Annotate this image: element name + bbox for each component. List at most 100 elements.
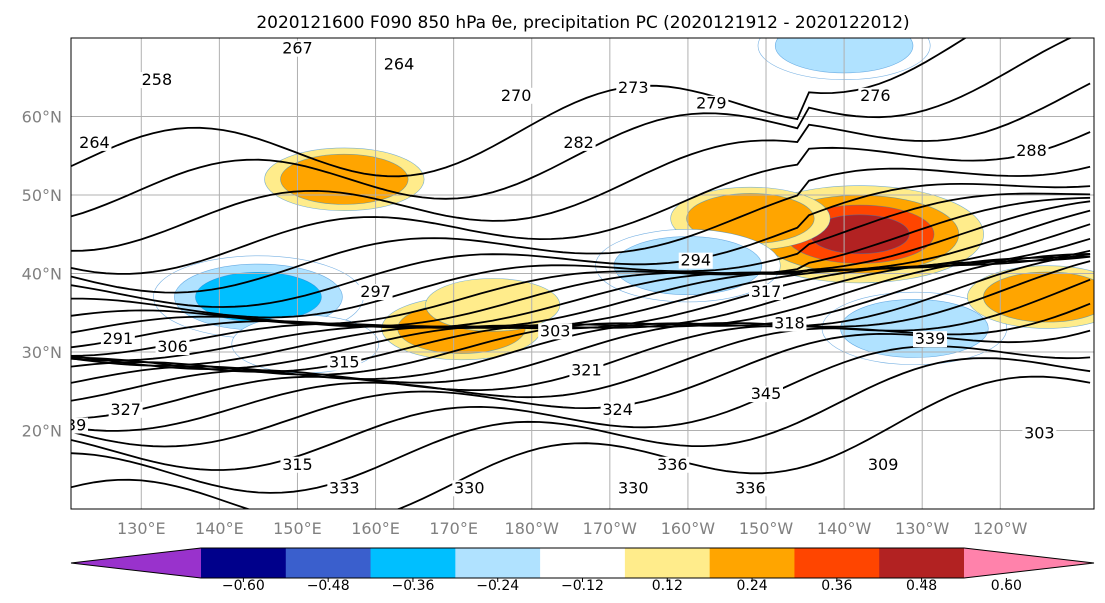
theta-e-contour: [71, 182, 1091, 308]
colorbar-tick-label: −0.48: [307, 578, 350, 594]
colorbar-tick-label: 0.12: [652, 578, 683, 594]
colorbar-outline: [70, 547, 1095, 579]
contour-label: 327: [108, 400, 143, 419]
x-tick-label: 120°W: [973, 519, 1028, 538]
colorbar-segment: [879, 548, 965, 578]
contour-label-text: 345: [751, 384, 782, 403]
x-tick-label: 160°W: [661, 519, 716, 538]
contour-labels: 267 264 258 264 270 273 279 276 282 288 291 294 297 3…: [56, 39, 1057, 497]
contour-label: 336: [655, 455, 690, 474]
contour-label-text: 336: [657, 455, 688, 474]
contour-label-bg: [1014, 142, 1049, 159]
colorbar-segment: [455, 548, 541, 578]
contour-label-text: 336: [735, 478, 766, 497]
contour-label: 336: [733, 478, 768, 497]
contour-label-bg: [772, 315, 807, 332]
contour-label-text: 303: [540, 321, 571, 340]
x-tick-label: 160°E: [351, 519, 400, 538]
contour-label: 267: [280, 39, 315, 58]
contour-label-text: 282: [563, 133, 594, 152]
contour-label: 303: [538, 321, 573, 340]
contour-label: 264: [77, 133, 112, 152]
contour-label: 317: [749, 282, 784, 301]
latitude-ticks: 20°N 30°N 40°N 50°N 60°N: [22, 108, 62, 441]
contour-label-bg: [655, 456, 690, 473]
theta-e-contours: [71, 38, 1091, 509]
colorbar-segment: [285, 548, 372, 578]
contour-label: 258: [139, 70, 174, 89]
precip-level-fill: [280, 153, 409, 205]
contour-label: 321: [569, 361, 604, 380]
contour-label-bg: [733, 480, 768, 497]
colorbar-tick-label: −0.36: [391, 578, 434, 594]
contour-label-text: 315: [329, 353, 360, 372]
contour-label-bg: [499, 87, 534, 104]
colorbar-tick-label: −0.60: [222, 578, 265, 594]
x-tick-label: 170°E: [429, 519, 478, 538]
contour-label-text: 339: [56, 416, 87, 435]
colorbar-segment: [540, 548, 626, 578]
contour-label-bg: [858, 87, 893, 104]
contour-label: 288: [1014, 141, 1049, 160]
contour-label-text: 270: [501, 86, 532, 105]
theta-e-contour: [71, 82, 1091, 252]
colorbar: −0.60 −0.48 −0.36 −0.24 −0.12 0.12 0.24 0.36 0.4…: [70, 547, 1095, 594]
contour-label: 333: [327, 478, 362, 497]
contour-label: 330: [452, 478, 487, 497]
contour-label: 318: [772, 313, 807, 332]
theta-e-contour: [71, 255, 1091, 373]
x-tick-label: 150°W: [739, 519, 794, 538]
contour-label-bg: [358, 284, 393, 301]
colorbar-extend-low: [71, 548, 201, 578]
contour-label-bg: [280, 456, 315, 473]
theta-e-contour: [71, 38, 1073, 218]
y-tick-label: 20°N: [22, 422, 62, 441]
contour-label-bg: [678, 252, 713, 269]
contour-label-text: 279: [696, 94, 727, 113]
theta-e-contour: [71, 131, 1091, 275]
theta-e-contour: [71, 357, 1091, 494]
contour-label-bg: [327, 354, 362, 371]
contour-label: 282: [561, 133, 596, 152]
contour-label-bg: [1022, 425, 1057, 442]
contour-label: 270: [499, 86, 534, 105]
longitude-ticks: 130°E 140°E 150°E 160°E 170°E 180°W 170°W 160°W…: [117, 519, 1028, 538]
contour-label-text: 317: [751, 282, 782, 301]
contour-label-text: 309: [868, 455, 899, 474]
contour-label-bg: [538, 323, 573, 340]
contour-label-bg: [694, 95, 729, 112]
contour-label: 309: [866, 455, 901, 474]
x-tick-label: 130°W: [895, 519, 950, 538]
contour-label-bg: [71, 417, 88, 434]
contour-label-text: 324: [602, 400, 633, 419]
contour-label-text: 306: [157, 337, 188, 356]
contour-label-text: 297: [360, 282, 391, 301]
contour-label-text: 339: [915, 329, 946, 348]
precip-feature: [735, 185, 984, 284]
contour-label-bg: [100, 331, 135, 348]
colorbar-tick-label: −0.24: [476, 578, 519, 594]
contour-label-text: 258: [142, 70, 173, 89]
contour-label-text: 294: [680, 251, 711, 270]
contour-label: 291: [100, 329, 135, 348]
theta-e-contour: [71, 38, 967, 178]
contour-label-text: 330: [454, 478, 485, 497]
precip-feature: [264, 147, 425, 211]
colorbar-segment: [624, 548, 711, 578]
colorbar-tick-label: −0.12: [561, 578, 604, 594]
contour-label: 315: [280, 455, 315, 474]
contour-label-text: 288: [1016, 141, 1047, 160]
chart-title: 2020121600 F090 850 hPa θe, precipitatio…: [256, 13, 909, 33]
y-tick-label: 30°N: [22, 343, 62, 362]
contour-label: 339: [56, 416, 88, 435]
contour-label-bg: [155, 339, 190, 355]
x-tick-label: 130°E: [117, 519, 166, 538]
contour-label: 345: [749, 384, 784, 403]
contour-label: 330: [616, 478, 651, 497]
contour-label-text: 330: [618, 478, 649, 497]
colorbar-segment: [709, 548, 795, 578]
contour-label-bg: [77, 134, 112, 151]
contour-label: 306: [155, 337, 190, 356]
contour-label-text: 267: [282, 39, 313, 58]
colorbar-tick-label: 0.24: [736, 578, 767, 594]
